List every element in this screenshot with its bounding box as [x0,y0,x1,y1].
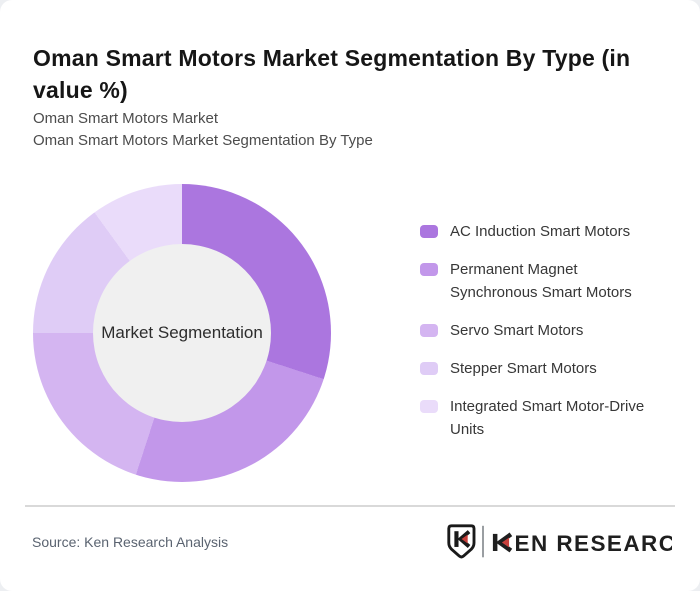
donut-center-label: Market Segmentation [101,323,263,342]
legend: AC Induction Smart Motors Permanent Magn… [420,220,680,456]
legend-item: AC Induction Smart Motors [420,220,680,243]
legend-item: Integrated Smart Motor-Drive Units [420,395,680,441]
legend-label: Permanent Magnet Synchronous Smart Motor… [450,261,632,301]
logo-divider [482,525,484,558]
ken-wordmark-text: EN RESEARCH [515,531,673,556]
legend-label: Stepper Smart Motors [450,360,597,377]
legend-label: Integrated Smart Motor-Drive Units [450,398,645,438]
subtitle-line-2: Oman Smart Motors Market Segmentation By… [33,132,373,149]
legend-label: Servo Smart Motors [450,322,584,339]
legend-swatch [420,225,438,238]
legend-swatch [420,362,438,375]
source-text: Source: Ken Research Analysis [32,534,229,550]
legend-label: AC Induction Smart Motors [450,223,631,240]
donut-center: Market Segmentation [93,244,271,422]
ken-wordmark-k [492,532,513,553]
page-title: Oman Smart Motors Market Segmentation By… [33,45,631,104]
legend-item: Stepper Smart Motors [420,357,680,380]
donut-chart: Market Segmentation [33,184,331,482]
legend-swatch [420,263,438,276]
legend-item: Permanent Magnet Synchronous Smart Motor… [420,258,680,304]
legend-item: Servo Smart Motors [420,319,680,342]
chart-subtitle: Oman Smart Motors Market Oman Smart Moto… [33,108,653,152]
footer-divider [25,505,675,507]
legend-swatch [420,324,438,337]
legend-swatch [420,400,438,413]
ken-research-logo: EN RESEARCH [447,524,673,559]
subtitle-line-1: Oman Smart Motors Market [33,110,219,127]
ken-research-shield-icon [447,524,476,559]
